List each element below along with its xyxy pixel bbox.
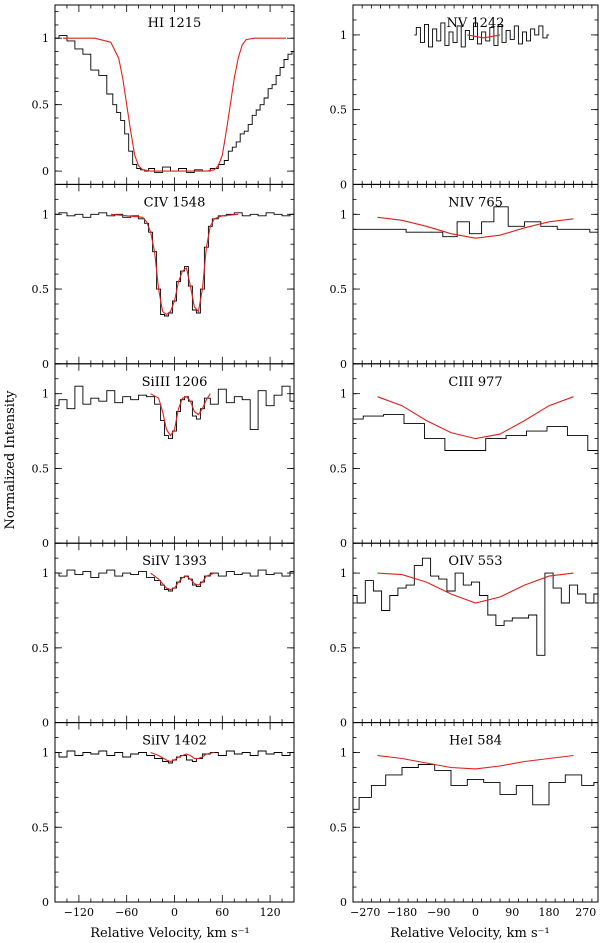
y-tick-label: 0.5 [330,104,348,117]
model-series-hi-1215 [63,38,286,171]
panel-siiv-1402: 0 0.5 1 −120 −60 0 60 120 SiIV 1402 [32,723,295,919]
panel-niv-765: 0 0.5 1 NIV 765 [330,184,599,370]
model-series-civ-1548 [111,214,238,314]
x-tick-label: 0 [171,906,178,919]
panel-frame-oiv-553 [353,543,598,722]
y-tick-label: 0 [42,358,49,371]
x-tick-label: 0 [472,906,479,919]
y-tick-label: 0.5 [32,462,50,475]
model-series-ciii-977 [378,397,574,439]
panel-hei-584: 0 0.5 1 −270 −180 −90 0 90 180 270 HeI 584 [330,723,599,919]
panel-frame-hi-1215 [55,5,294,184]
ion-label-civ-1548: CIV 1548 [144,195,206,210]
y-tick-label: 1 [42,747,49,760]
x-tick-label: −90 [427,906,450,919]
x-tick-label: −120 [64,906,94,919]
x-tick-label: 180 [539,906,560,919]
y-tick-label: 1 [340,208,347,221]
y-tick-label: 0 [340,358,347,371]
data-series-siiii-1206 [55,386,294,438]
y-tick-label: 0 [340,178,347,191]
ion-label-nv-1242: NV 1242 [447,16,505,31]
x-tick-label: −270 [350,906,380,919]
y-tick-label: 0.5 [32,642,50,655]
panel-frame-hei-584 [353,723,598,902]
y-tick-label: 0 [42,717,49,730]
data-series-ciii-977 [353,415,598,451]
panel-frame-niv-765 [353,184,598,363]
panel-frame-siiv-1402 [55,723,294,902]
panel-siiv-1393: 0 0.5 1 SiIV 1393 [32,543,295,729]
panels-group: 0 0.5 1 HI 1215 0 0.5 1 CIV 1548 0 0.5 1 SiIII 1206… [32,5,599,919]
data-series-oiv-553 [353,558,598,655]
y-tick-label: 1 [340,747,347,760]
x-tick-label: −180 [387,906,417,919]
panel-oiv-553: 0 0.5 1 OIV 553 [330,543,599,729]
panel-frame-ciii-977 [353,364,598,543]
ion-label-ciii-977: CIII 977 [448,375,502,390]
data-series-hi-1215 [55,36,294,173]
x-tick-label: 120 [260,906,281,919]
x-axis-label-left: Relative Velocity, km s⁻¹ [90,926,249,941]
y-tick-label: 1 [42,32,49,45]
data-series-hei-584 [353,765,598,810]
y-tick-label: 0 [42,896,49,909]
y-axis-label: Normalized Intensity [3,390,18,530]
y-tick-label: 0 [42,165,49,178]
spectral-lines-chart: 0 0.5 1 HI 1215 0 0.5 1 CIV 1548 0 0.5 1 SiIII 1206… [0,0,600,943]
ion-label-niv-765: NIV 765 [448,195,503,210]
y-tick-label: 0 [340,896,347,909]
y-tick-label: 0.5 [330,821,348,834]
y-tick-label: 0 [340,537,347,550]
y-tick-label: 1 [340,388,347,401]
panel-civ-1548: 0 0.5 1 CIV 1548 [32,184,295,370]
model-series-niv-765 [378,217,574,238]
y-tick-label: 0.5 [330,462,348,475]
y-tick-label: 1 [42,208,49,221]
x-tick-label: −60 [115,906,138,919]
data-series-niv-765 [353,207,598,237]
ion-label-siiv-1393: SiIV 1393 [142,554,207,569]
model-series-oiv-553 [378,573,574,603]
x-axis-label-right: Relative Velocity, km s⁻¹ [390,926,549,941]
y-tick-label: 1 [42,567,49,580]
y-tick-label: 0.5 [330,642,348,655]
x-tick-label: 60 [215,906,229,919]
data-series-siiv-1402 [55,751,294,763]
ion-label-siiii-1206: SiIII 1206 [142,375,208,390]
y-tick-label: 0.5 [330,283,348,296]
panel-nv-1242: 0 0.5 1 NV 1242 [330,5,599,191]
x-tick-label: 270 [575,906,596,919]
ion-label-hi-1215: HI 1215 [148,16,202,31]
y-tick-label: 0 [42,537,49,550]
panel-ciii-977: 0 0.5 1 CIII 977 [330,364,599,550]
ion-label-oiv-553: OIV 553 [448,554,502,569]
panel-siiii-1206: 0 0.5 1 SiIII 1206 [32,364,295,550]
model-series-hei-584 [378,756,574,769]
y-tick-label: 1 [340,29,347,42]
y-tick-label: 0 [340,717,347,730]
y-tick-label: 1 [42,388,49,401]
y-tick-label: 0.5 [32,283,50,296]
ion-label-hei-584: HeI 584 [449,734,502,749]
x-tick-label: 90 [505,906,519,919]
y-tick-label: 1 [340,567,347,580]
y-tick-label: 0.5 [32,99,50,112]
panel-hi-1215: 0 0.5 1 HI 1215 [32,5,295,184]
y-tick-label: 0.5 [32,821,50,834]
ion-label-siiv-1402: SiIV 1402 [142,734,207,749]
panel-frame-nv-1242 [353,5,598,184]
model-series-nv-1242 [467,35,500,38]
panel-frame-civ-1548 [55,184,294,363]
